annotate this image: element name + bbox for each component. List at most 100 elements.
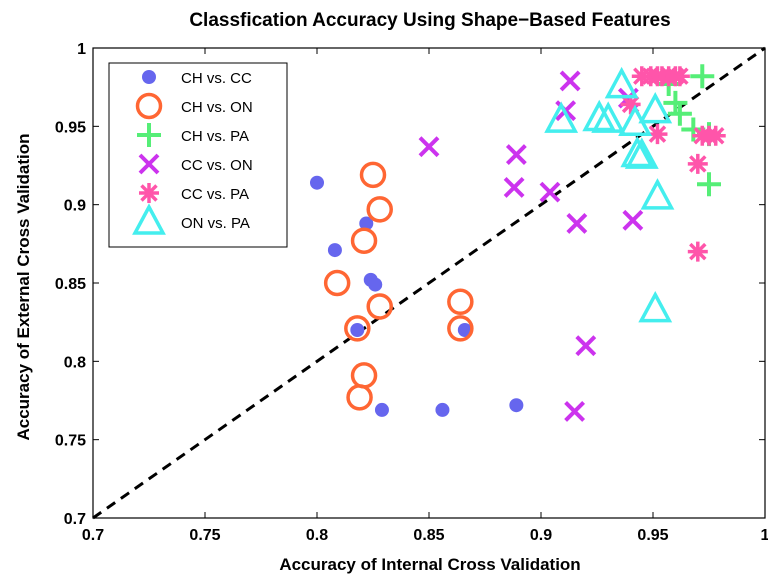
y-tick-label: 0.8 [64,354,86,371]
data-point [624,137,659,169]
marker-shape [575,335,597,357]
marker-shape [447,288,474,316]
data-point [697,172,721,197]
data-point [566,213,588,234]
marker-shape [559,70,581,92]
data-point [350,323,365,337]
data-point [366,196,393,223]
marker-shape [418,136,440,158]
legend-box [108,62,288,248]
data-point [447,315,474,342]
legend-marker [138,153,160,175]
marker-shape [350,323,365,337]
marker-shape [346,384,373,411]
legend-label: CH vs. ON [181,99,253,116]
data-point [544,101,579,133]
data-point [647,124,668,145]
marker-shape [137,123,161,147]
marker-shape [566,213,588,234]
data-point [509,398,524,413]
data-point [564,401,586,422]
marker-shape [310,175,324,190]
marker-shape [624,137,659,169]
y-tick-label: 0.75 [55,433,86,450]
marker-shape [350,227,378,254]
y-tick-label: 0.7 [64,511,86,528]
marker-shape [374,402,389,417]
x-tick-label: 0.85 [413,527,444,544]
marker-shape [327,243,342,258]
y-tick-label: 0.85 [55,276,86,293]
marker-shape [344,315,371,342]
data-point [350,227,378,254]
marker-shape [142,70,156,84]
legend-marker [137,123,161,147]
legend-marker [132,203,166,235]
x-tick-label: 0.7 [82,527,104,544]
data-point [638,91,673,124]
marker-shape [622,209,644,231]
data-point [447,288,474,316]
marker-shape [667,101,692,126]
data-point [344,315,371,342]
marker-shape [435,402,450,417]
data-point [604,66,639,99]
data-point [667,101,692,126]
marker-shape [544,101,579,133]
series-cc-vs-on [418,70,644,422]
data-point [374,402,389,417]
series-cc-vs-pa [620,66,726,262]
marker-shape [135,92,163,120]
marker-shape [323,269,351,297]
data-point [323,269,351,297]
marker-shape [705,125,726,146]
data-point [539,181,561,203]
marker-shape [620,94,641,115]
data-point [505,144,527,165]
marker-shape [509,398,524,413]
marker-shape [359,216,374,231]
data-point [457,323,472,337]
legend-marker [135,92,163,120]
data-point [690,64,715,89]
data-point [327,243,342,258]
marker-shape [138,153,160,175]
marker-shape [687,241,708,262]
data-point [663,90,688,115]
legend-label: CC vs. PA [181,186,249,203]
data-point [687,241,708,262]
marker-shape [647,124,668,145]
legend-label: CC vs. ON [181,157,253,174]
marker-shape [139,183,159,203]
data-point [350,362,378,389]
legend-label: CH vs. CC [181,70,252,87]
data-point [640,178,675,210]
data-point [591,101,626,133]
x-tick-label: 0.95 [637,527,668,544]
series-on-vs-pa [544,66,675,323]
legend-marker [139,183,159,203]
marker-shape [638,91,673,124]
data-point [435,402,450,417]
x-axis-label: Accuracy of Internal Cross Validation [279,555,580,574]
data-point [366,293,393,320]
data-point [638,290,673,323]
marker-shape [591,101,626,133]
data-point [359,161,387,189]
marker-shape [447,315,474,342]
series-ch-vs-cc [310,175,524,417]
marker-shape [640,178,675,210]
data-point [503,177,525,198]
plot-area: 0.7 0.75 0.8 0.85 0.9 0.95 1 0.7 0.75 0.8 0.85 0.9 0… [55,41,768,544]
marker-shape [366,293,393,320]
legend-label: CH vs. PA [181,128,249,145]
marker-shape [366,196,393,223]
marker-shape [663,90,688,115]
marker-shape [359,161,387,189]
data-point [687,153,708,174]
y-tick-label: 1 [77,41,86,58]
data-point [669,66,690,87]
x-tick-label: 0.75 [189,527,220,544]
marker-shape [638,290,673,323]
